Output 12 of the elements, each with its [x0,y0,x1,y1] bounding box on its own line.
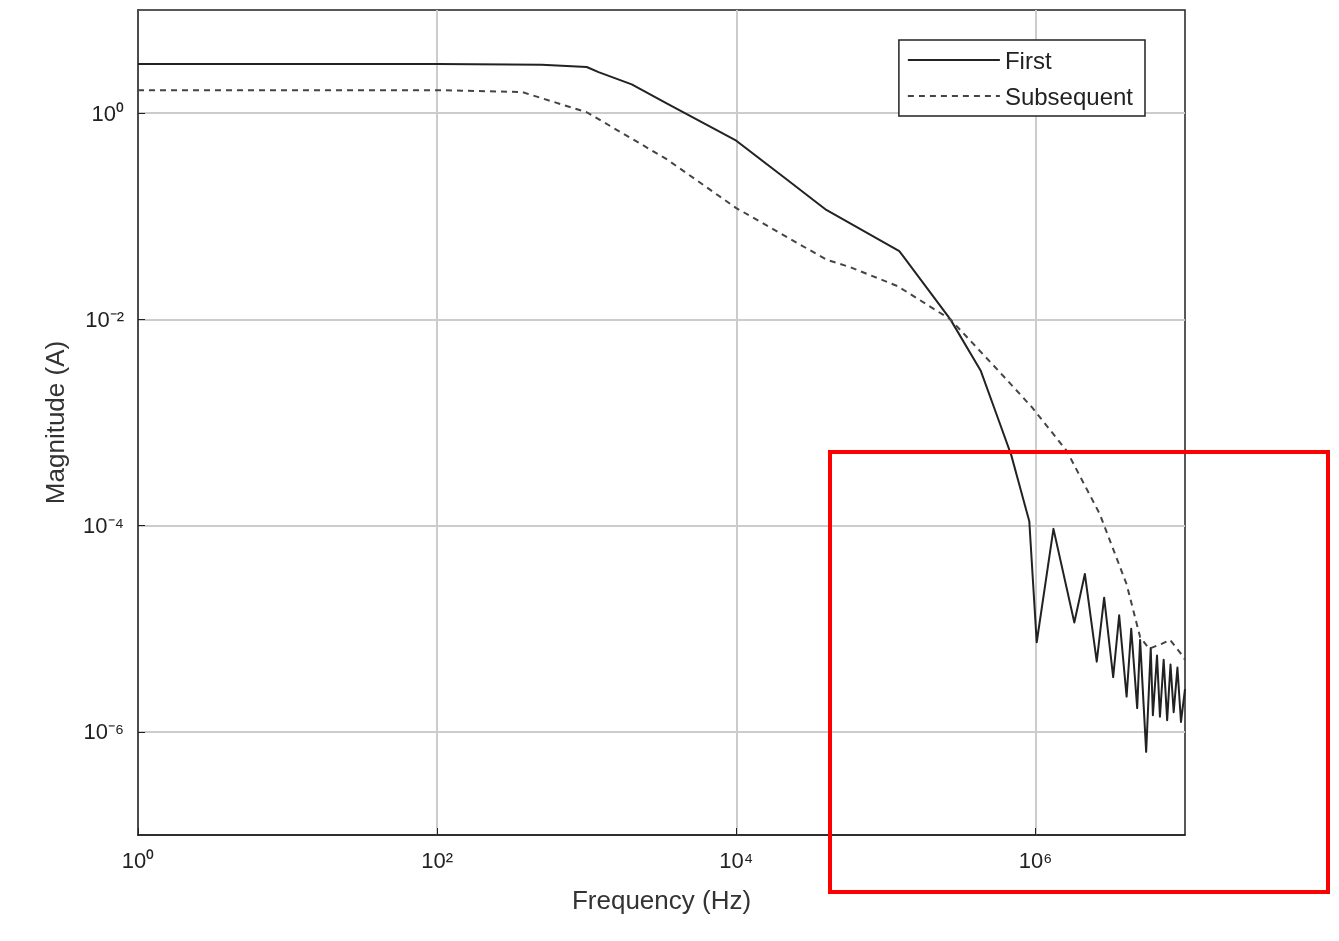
y-tick-label: 10⁻² [85,306,124,332]
y-tick-label: 10⁰ [91,100,124,126]
x-tick-label: 10⁶ [1018,847,1053,873]
x-tick-label: 10⁴ [719,847,754,873]
y-axis-title: Magnitude (A) [40,340,70,505]
y-tick-label: 10⁻⁶ [83,719,124,745]
legend-label: Subsequent [1004,82,1134,110]
x-axis-title: Frequency (Hz) [571,885,752,915]
x-tick-label: 10² [421,847,454,873]
y-tick-label: 10⁻⁴ [83,513,124,539]
legend-label: First [1004,46,1052,74]
x-tick-label: 10⁰ [121,847,155,873]
